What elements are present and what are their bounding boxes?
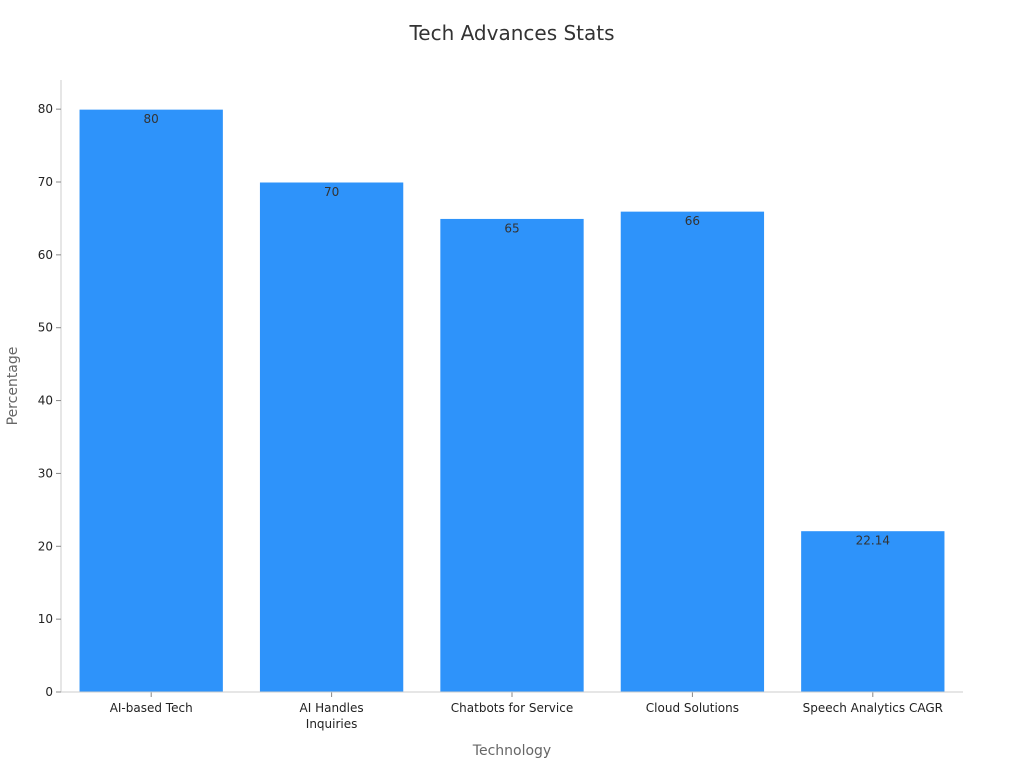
y-tick-label: 10: [38, 612, 53, 626]
bar-value-label: 70: [324, 185, 339, 199]
labels-group: 80 AI-based Tech 70 AI Handles Inquiries 65 Ch…: [38, 102, 943, 731]
chart-title: Tech Advances Stats: [408, 21, 614, 45]
x-tick-label: Speech Analytics CAGR: [803, 701, 943, 715]
bar: [800, 530, 946, 693]
y-tick-label: 20: [38, 539, 53, 553]
y-tick-label: 30: [38, 466, 53, 480]
x-axis-label: Technology: [472, 743, 551, 759]
x-tick-label: Cloud Solutions: [646, 701, 739, 715]
bar: [619, 210, 766, 693]
x-tick-label: AI-based Tech: [110, 701, 193, 715]
bar-value-label: 22.14: [856, 534, 890, 548]
y-tick-label: 50: [38, 321, 53, 335]
bars-group: [78, 108, 946, 693]
bar-value-label: 66: [685, 214, 700, 228]
bar: [78, 108, 224, 693]
bar: [258, 181, 405, 693]
x-tick-label: AI Handles Inquiries: [300, 701, 364, 731]
y-tick-label: 80: [38, 102, 53, 116]
y-tick-label: 40: [38, 394, 53, 408]
y-tick-label: 0: [45, 685, 53, 699]
bar-value-label: 65: [504, 221, 519, 235]
axes-group: [56, 80, 963, 697]
y-tick-label: 70: [38, 175, 53, 189]
bar: [439, 217, 585, 693]
bar-value-label: 80: [144, 112, 159, 126]
x-tick-label: Chatbots for Service: [451, 701, 573, 715]
y-axis-label: Percentage: [5, 347, 21, 426]
y-tick-label: 60: [38, 248, 53, 262]
